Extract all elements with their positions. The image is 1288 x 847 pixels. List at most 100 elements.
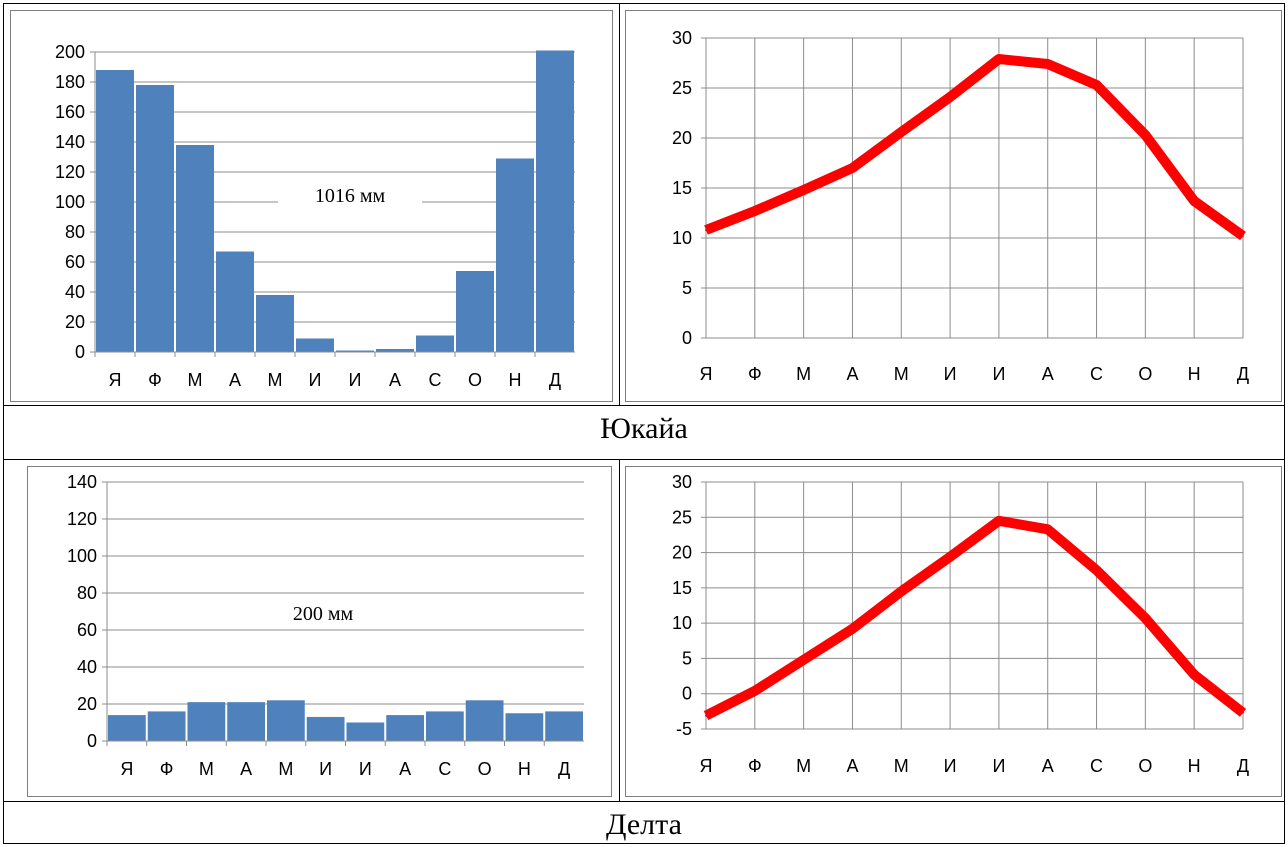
temperature-point — [1242, 711, 1244, 714]
precipitation-bar — [416, 335, 454, 352]
y-tick-label: 25 — [672, 78, 692, 98]
precipitation-bar — [465, 700, 504, 741]
precipitation-bar — [456, 271, 494, 352]
temperature-point — [802, 189, 805, 191]
precipitation-bar — [336, 350, 374, 352]
y-tick-label: 60 — [65, 252, 85, 272]
x-tick-label: А — [846, 364, 858, 384]
temperature-point — [949, 96, 952, 98]
x-tick-label: А — [389, 370, 401, 390]
y-tick-label: 30 — [672, 28, 692, 48]
x-tick-label: Ф — [160, 759, 174, 779]
y-tick-label: 160 — [55, 102, 85, 122]
temperature-point — [851, 167, 854, 169]
temperature-point — [900, 131, 903, 133]
x-tick-label: А — [399, 759, 411, 779]
x-tick-label: М — [894, 364, 909, 384]
y-tick-label: 20 — [65, 312, 85, 332]
precipitation-bar — [426, 711, 464, 741]
temperature-point — [1144, 617, 1147, 620]
x-tick-label: Д — [558, 759, 570, 779]
x-tick-label: С — [1090, 364, 1103, 384]
y-tick-label: 10 — [672, 613, 692, 633]
temperature-chart-cell-yukaya — [625, 10, 1282, 402]
y-tick-label: 140 — [55, 132, 85, 152]
precipitation-bar — [96, 70, 134, 352]
y-tick-label: 30 — [672, 472, 692, 492]
y-tick-label: 5 — [682, 278, 692, 298]
y-tick-label: 0 — [87, 731, 97, 751]
x-tick-label: Н — [518, 759, 531, 779]
x-tick-label: И — [309, 370, 322, 390]
x-tick-label: Я — [700, 756, 713, 776]
x-tick-label: С — [438, 759, 451, 779]
temperature-point — [997, 519, 1000, 522]
y-tick-label: -5 — [676, 719, 692, 739]
x-tick-label: И — [944, 364, 957, 384]
table-frame — [3, 3, 1285, 844]
y-tick-label: 180 — [55, 72, 85, 92]
temperature-point — [705, 229, 707, 231]
y-tick-label: 0 — [682, 684, 692, 704]
x-tick-label: И — [359, 759, 372, 779]
x-tick-label: И — [349, 370, 362, 390]
x-tick-label: М — [796, 756, 811, 776]
temperature-line — [703, 515, 1247, 721]
temperature-point — [1095, 84, 1098, 86]
y-tick-label: 20 — [672, 543, 692, 563]
column-divider — [619, 459, 620, 801]
temperature-point — [753, 689, 756, 692]
x-tick-label: А — [1042, 756, 1054, 776]
precipitation-bar — [505, 713, 544, 741]
x-tick-label: Я — [109, 370, 122, 390]
total-label-background — [278, 184, 422, 208]
y-tick-label: 20 — [77, 694, 97, 714]
x-tick-label: И — [992, 756, 1005, 776]
temperature-point — [802, 658, 805, 661]
precipitation-total-label: 1016 мм — [315, 185, 386, 207]
x-tick-label: Д — [1237, 364, 1249, 384]
x-tick-label: Ф — [748, 756, 762, 776]
x-tick-label: А — [229, 370, 241, 390]
x-tick-label: Д — [549, 370, 561, 390]
precipitation-bar — [536, 50, 574, 352]
x-tick-label: М — [188, 370, 203, 390]
x-tick-label: Д — [1237, 756, 1249, 776]
y-tick-label: 5 — [682, 648, 692, 668]
y-tick-label: 40 — [77, 657, 97, 677]
x-tick-label: О — [478, 759, 492, 779]
temperature-point — [1046, 528, 1049, 531]
temperature-point — [1242, 235, 1244, 237]
y-tick-label: 80 — [65, 222, 85, 242]
station-name-yukaya: Юкайа — [600, 412, 688, 445]
x-tick-label: А — [1042, 364, 1054, 384]
precipitation-total-label: 200 мм — [293, 603, 354, 625]
x-tick-label: И — [992, 364, 1005, 384]
x-tick-label: М — [796, 364, 811, 384]
temperature-point — [1095, 569, 1098, 572]
total-label-background — [251, 602, 395, 626]
x-tick-label: М — [278, 759, 293, 779]
temperature-line — [704, 54, 1246, 241]
y-tick-label: 100 — [67, 546, 97, 566]
x-tick-label: О — [468, 370, 482, 390]
y-tick-label: 80 — [77, 583, 97, 603]
temperature-point — [1193, 200, 1196, 202]
y-tick-label: 40 — [65, 282, 85, 302]
y-tick-label: 60 — [77, 620, 97, 640]
x-tick-label: С — [429, 370, 442, 390]
temperature-point — [1046, 63, 1049, 65]
x-tick-label: Н — [509, 370, 522, 390]
precipitation-bar — [296, 338, 334, 352]
x-tick-label: Ф — [148, 370, 162, 390]
y-tick-label: 140 — [67, 472, 97, 492]
x-tick-label: Н — [1188, 364, 1201, 384]
temperature-point — [997, 58, 1000, 60]
temperature-point — [1144, 134, 1147, 136]
precipitation-bar — [256, 295, 294, 352]
y-tick-label: 25 — [672, 507, 692, 527]
station-name-delta: Делта — [606, 808, 682, 841]
x-tick-label: И — [319, 759, 332, 779]
x-tick-label: Ф — [748, 364, 762, 384]
temperature-point — [1193, 673, 1196, 676]
